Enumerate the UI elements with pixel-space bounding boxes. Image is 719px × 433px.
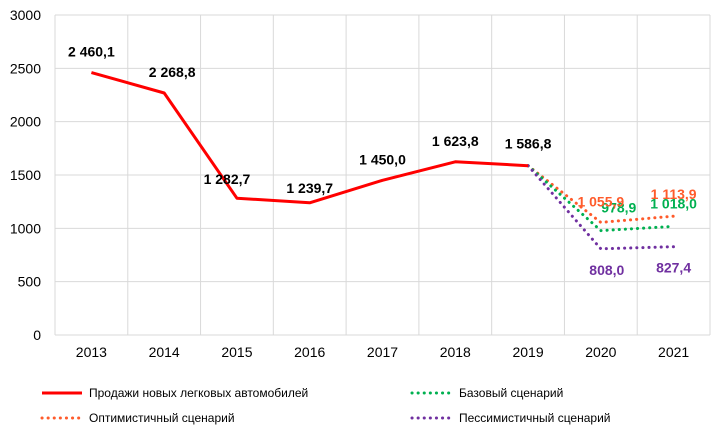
data-label-0-2015: 1 282,7: [204, 171, 251, 187]
data-label-2-2021: 1 113,9: [651, 186, 697, 202]
x-tick-label-2015: 2015: [221, 344, 252, 360]
data-label-3-2021: 827,4: [656, 260, 691, 276]
data-label-0-2018: 1 623,8: [432, 133, 479, 149]
y-tick-label-0: 0: [33, 327, 41, 343]
x-tick-label-2021: 2021: [658, 344, 689, 360]
legend-label-3: Пессимистичный сценарий: [459, 411, 611, 425]
y-tick-label-1500: 1500: [10, 167, 41, 183]
y-tick-label-1000: 1000: [10, 220, 41, 236]
y-axis-ticks: 0 500 1000 1500 2000 2500 3000: [10, 7, 41, 343]
y-tick-label-2500: 2500: [10, 60, 41, 76]
x-tick-label-2017: 2017: [367, 344, 398, 360]
x-axis-ticks: 2013 2014 2015 2016 2017 2018 2019 2020 2021: [76, 344, 690, 360]
x-tick-label-2014: 2014: [149, 344, 180, 360]
data-label-0-2016: 1 239,7: [286, 180, 333, 196]
x-tick-label-2018: 2018: [440, 344, 471, 360]
x-tick-label-2019: 2019: [512, 344, 543, 360]
data-label-3-2020: 808,0: [589, 262, 624, 278]
y-tick-label-2000: 2000: [10, 114, 41, 130]
series-lines: [90, 71, 676, 251]
gridlines: [54, 14, 711, 336]
series-line-2: [526, 164, 676, 224]
legend-label-2: Оптимистичный сценарий: [89, 411, 235, 425]
data-label-0-2014: 2 268,8: [149, 64, 196, 80]
series-line-3: [526, 164, 676, 251]
legend: Продажи новых легковых автомобилей Базовы…: [40, 386, 611, 425]
series-line-0: [90, 71, 529, 205]
y-tick-label-500: 500: [18, 274, 42, 290]
data-label-1-2020: 978,9: [601, 200, 636, 216]
data-label-0-2019: 1 586,8: [505, 136, 552, 152]
data-label-0-2017: 1 450,0: [359, 151, 406, 167]
data-label-2-2020: 1 055,9: [577, 193, 624, 209]
data-label-0-2013: 2 460,1: [68, 44, 115, 60]
x-tick-label-2020: 2020: [585, 344, 616, 360]
legend-label-1: Базовый сценарий: [459, 386, 563, 400]
y-tick-label-3000: 3000: [10, 7, 41, 23]
x-tick-label-2013: 2013: [76, 344, 107, 360]
data-labels: 2 460,1 2 268,8 1 282,7 1 239,7 1 450,0 1 623…: [68, 44, 697, 278]
x-tick-label-2016: 2016: [294, 344, 325, 360]
data-label-1-2021: 1 018,0: [650, 195, 697, 211]
legend-label-0: Продажи новых легковых автомобилей: [89, 386, 308, 400]
series-line-1: [526, 164, 676, 233]
